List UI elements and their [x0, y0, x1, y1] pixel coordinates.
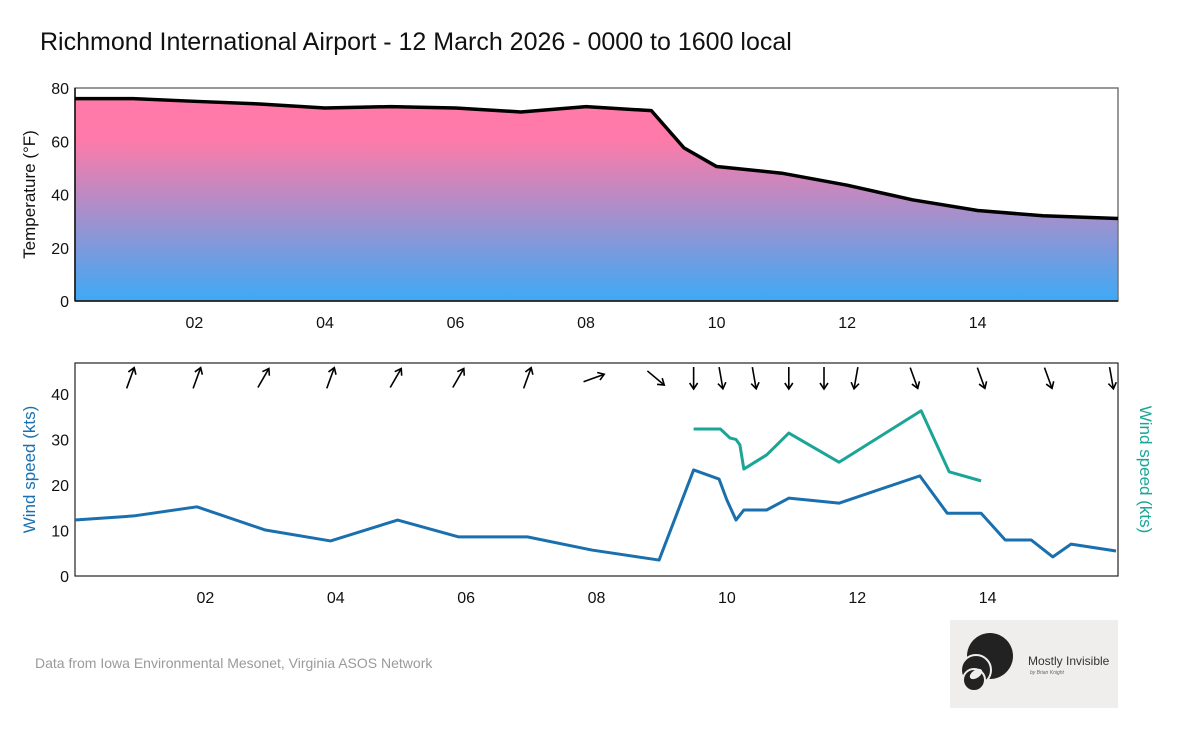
arrow-head	[597, 371, 606, 381]
temperature-area	[75, 98, 1118, 302]
arrow-head	[850, 381, 860, 391]
temperature-chart: 0 20 40 60 80 02 04 06 08 10 12 14 Temperature (°F)	[20, 81, 1119, 332]
arrow-head	[328, 366, 337, 375]
wind-direction-arrow-icon	[976, 367, 988, 390]
x-tick-label: 14	[969, 315, 987, 332]
wind-direction-arrow-icon	[125, 366, 137, 389]
wind-direction-arrow-icon	[909, 367, 921, 390]
y-tick-label: 40	[51, 188, 69, 205]
arrow-head	[656, 377, 666, 386]
temperature-line	[75, 96, 1119, 221]
logo: Mostly Invisible by Brian Knight	[950, 620, 1118, 708]
y-tick-label: 0	[60, 294, 69, 311]
plot-frame	[74, 362, 1119, 577]
wind-direction-arrow-icon	[389, 367, 403, 388]
arrow-head	[688, 382, 699, 391]
arrow-head	[784, 382, 794, 391]
x-tick-label: 02	[196, 590, 214, 607]
wind-direction-arrow-icon	[646, 370, 666, 386]
x-tick-label: 14	[979, 590, 997, 607]
arrow-head	[1107, 381, 1118, 391]
arrow-shaft	[1108, 367, 1115, 388]
arrow-head	[524, 366, 534, 375]
arrow-head	[394, 367, 403, 376]
arrow-head	[819, 382, 829, 391]
y-tick-label: 30	[51, 432, 69, 449]
logo-name: Mostly Invisible	[1028, 654, 1110, 668]
arrow-shaft	[452, 368, 464, 388]
arrow-shaft	[646, 370, 664, 386]
wind-direction-arrow-icon	[257, 367, 271, 388]
arrow-shaft	[1043, 367, 1053, 388]
arrow-shaft	[125, 368, 135, 389]
arrow-head	[262, 367, 271, 376]
wind-direction-arrow-icon	[452, 367, 466, 388]
arrow-shaft	[583, 373, 604, 383]
wind-direction-arrow-icon	[819, 367, 829, 391]
x-tick-label: 06	[447, 315, 465, 332]
arrow-shaft	[192, 368, 202, 389]
arrow-shaft	[718, 367, 724, 388]
arrow-head	[1045, 381, 1055, 390]
x-tick-label: 04	[327, 590, 345, 607]
arrow-head	[978, 381, 988, 390]
x-tick-label: 06	[457, 590, 475, 607]
arrow-shaft	[853, 367, 859, 388]
x-tick-label: 10	[708, 315, 726, 332]
x-tick-label: 08	[577, 315, 595, 332]
arrow-shaft	[909, 367, 919, 388]
chart-title: Richmond International Airport - 12 Marc…	[40, 28, 792, 56]
wind-direction-arrow-icon	[522, 366, 534, 389]
arrow-head	[911, 381, 921, 390]
wind-speed-line	[74, 468, 1117, 562]
wind-direction-arrow-icon	[717, 367, 727, 391]
wind-chart: 0 10 20 30 40 02 04 06 08 10 12 14 Wind speed (kts) W…	[20, 362, 1155, 607]
arrow-head	[717, 381, 727, 391]
arrow-shaft	[257, 368, 270, 388]
wind-direction-arrow-icon	[784, 367, 794, 391]
wind-direction-arrow-icon	[850, 367, 860, 391]
y-tick-label: 20	[51, 478, 69, 495]
wind-gust-line	[693, 409, 982, 483]
y-axis-label: Wind speed (kts)	[20, 406, 39, 534]
y-axis-label: Temperature (°F)	[20, 130, 39, 259]
y-axis-label-right: Wind speed (kts)	[1136, 406, 1155, 534]
y-tick-label: 80	[51, 81, 69, 98]
x-tick-label: 08	[588, 590, 606, 607]
arrow-head	[127, 366, 137, 375]
x-tick-label: 12	[848, 590, 866, 607]
wind-direction-arrow-icon	[583, 371, 606, 383]
y-tick-label: 10	[51, 523, 69, 540]
wind-direction-arrow-icon	[750, 367, 760, 391]
source-note: Data from Iowa Environmental Mesonet, Vi…	[35, 655, 433, 671]
x-tick-label: 02	[186, 315, 204, 332]
x-tick-label: 04	[316, 315, 334, 332]
wind-direction-arrow-icon	[1107, 367, 1118, 391]
wind-direction-arrow-icon	[326, 366, 337, 389]
y-tick-label: 0	[60, 569, 69, 586]
arrow-shaft	[976, 367, 986, 388]
arrow-head	[750, 381, 760, 391]
y-tick-label: 40	[51, 387, 69, 404]
arrow-shaft	[326, 368, 335, 389]
arrow-head	[456, 367, 466, 376]
x-tick-label: 12	[838, 315, 856, 332]
logo-byline: by Brian Knight	[1030, 670, 1064, 676]
arrow-shaft	[751, 367, 757, 388]
logo-circles-icon	[960, 633, 1013, 692]
arrow-shaft	[522, 368, 532, 389]
y-tick-label: 20	[51, 241, 69, 258]
wind-direction-arrow-icon	[192, 366, 204, 389]
wind-direction-arrow-icon	[1043, 367, 1055, 390]
arrow-shaft	[389, 368, 402, 388]
wind-direction-arrow-icon	[688, 367, 699, 391]
y-tick-label: 60	[51, 134, 69, 151]
x-tick-label: 10	[718, 590, 736, 607]
arrow-head	[194, 366, 204, 375]
